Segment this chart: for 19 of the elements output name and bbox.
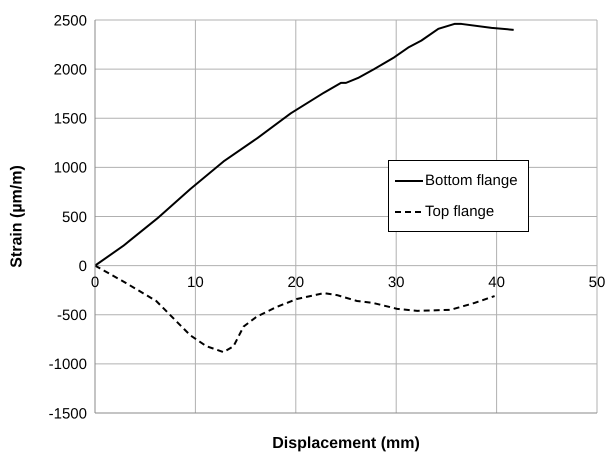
y-tick-label: 2000: [54, 61, 87, 78]
y-tick-label: 500: [62, 208, 87, 226]
x-tick-label: 30: [388, 274, 405, 291]
x-tick-label: 0: [90, 274, 100, 291]
x-tick-label: 50: [588, 274, 606, 291]
x-axis-title: Displacement (mm): [272, 435, 420, 452]
y-tick-label: -500: [56, 307, 87, 324]
legend-label: Top flange: [425, 203, 494, 220]
y-tick-label: -1500: [48, 405, 87, 422]
x-tick-label: 20: [287, 274, 304, 291]
y-tick-label: 2500: [54, 12, 87, 30]
y-axis-title: Strain (µm/m): [8, 165, 26, 268]
y-tick-label: 1000: [54, 160, 87, 177]
legend-label: Bottom flange: [425, 172, 518, 189]
y-tick-label: -1000: [48, 356, 87, 374]
y-tick-label: 0: [78, 258, 87, 275]
x-tick-label: 10: [187, 274, 204, 291]
y-tick-label: 1500: [54, 110, 87, 128]
x-tick-label: 40: [488, 274, 505, 291]
